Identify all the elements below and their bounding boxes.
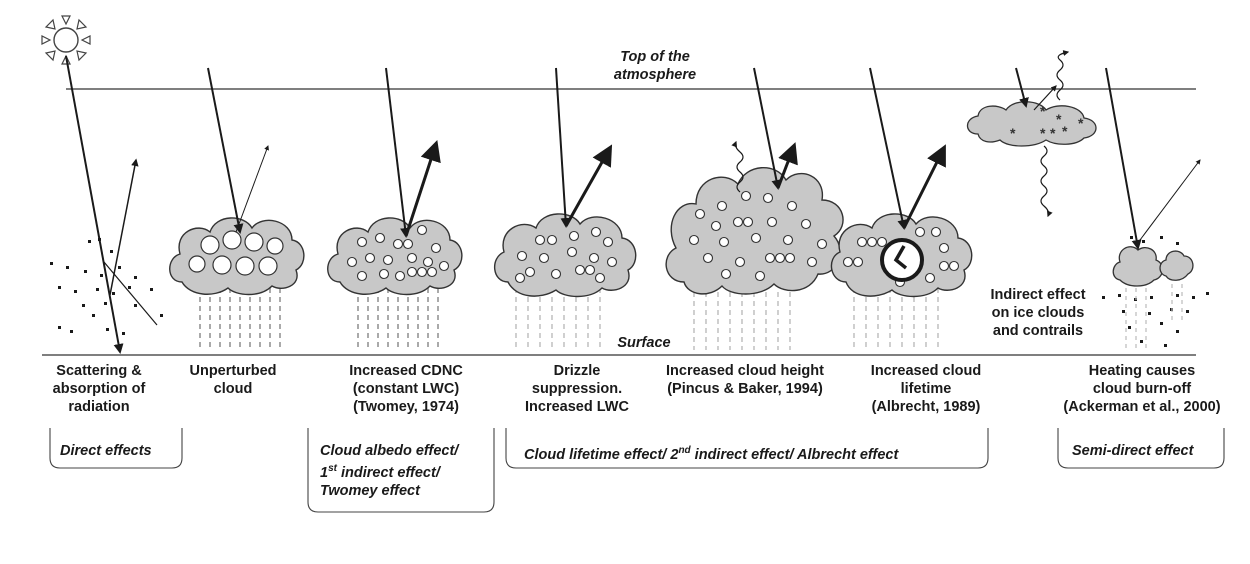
unperturbed-cloud-scene bbox=[169, 67, 305, 350]
sun-icon bbox=[41, 15, 91, 65]
increased-cloud-height-label: Increased cloud height (Pincus & Baker, … bbox=[666, 363, 824, 397]
increased-cdnc-scene bbox=[327, 67, 463, 350]
top-of-atmosphere-label: Top of the atmosphere bbox=[613, 49, 697, 83]
cloud-albedo-category: Cloud albedo effect/ 1st indirect effect… bbox=[320, 443, 459, 499]
reflected-radiation-arrow bbox=[1139, 159, 1201, 241]
cloud-droplets bbox=[514, 226, 618, 284]
increased-cloud-lifetime-label: Increased cloud lifetime (Albrecht, 1989… bbox=[870, 363, 982, 415]
cloud-droplets bbox=[688, 190, 828, 282]
svg-text:*: * bbox=[1056, 111, 1062, 127]
aerosol-particles bbox=[1102, 236, 1209, 347]
cloud bbox=[966, 101, 1097, 147]
semi-direct-scene bbox=[1102, 67, 1209, 350]
rain-streaks bbox=[853, 288, 939, 350]
scattering-label: Scattering & absorption of radiation bbox=[52, 363, 146, 415]
aerosol-particles bbox=[50, 238, 163, 335]
reflected-radiation-arrow bbox=[902, 144, 946, 229]
ice-cloud-scene: * ** * * * * bbox=[966, 50, 1097, 218]
rain-streaks bbox=[693, 292, 791, 350]
increased-cdnc-label: Increased CDNC (constant LWC) (Twomey, 1… bbox=[349, 363, 463, 415]
incoming-radiation-arrow bbox=[753, 67, 782, 190]
longwave-emission-arrow bbox=[731, 140, 744, 193]
svg-text:*: * bbox=[1040, 125, 1046, 141]
direct-effect-scene bbox=[50, 55, 163, 354]
svg-text:*: * bbox=[1040, 103, 1046, 119]
cloud-droplets bbox=[346, 224, 450, 282]
svg-text:*: * bbox=[1010, 125, 1016, 141]
cloud bbox=[494, 213, 637, 298]
reflected-radiation-arrow bbox=[404, 140, 441, 237]
svg-text:*: * bbox=[1050, 125, 1056, 141]
reflected-radiation-arrow bbox=[564, 144, 613, 227]
cloud bbox=[169, 217, 305, 296]
cloud bbox=[1112, 246, 1194, 287]
cloud-albedo-bracket bbox=[307, 428, 495, 513]
drizzle-suppression-label: Drizzle suppression. Increased LWC bbox=[525, 363, 629, 415]
scattered-radiation-arrow bbox=[103, 261, 158, 326]
scattered-radiation-arrow bbox=[109, 158, 139, 296]
heating-burn-off-label: Heating causes cloud burn-off (Ackerman … bbox=[1063, 363, 1221, 415]
semi-direct-category: Semi-direct effect bbox=[1072, 443, 1194, 459]
reflected-radiation-arrow bbox=[776, 142, 798, 189]
incoming-radiation-arrow bbox=[555, 67, 571, 228]
svg-text:*: * bbox=[1062, 123, 1068, 139]
semi-direct-bracket bbox=[1057, 428, 1225, 469]
surface-label: Surface bbox=[617, 335, 671, 351]
cloud-droplets bbox=[188, 230, 284, 276]
reflected-radiation-arrow bbox=[1033, 85, 1057, 111]
incoming-radiation-arrow bbox=[207, 67, 244, 234]
incoming-radiation-arrow bbox=[65, 55, 124, 354]
rain-streaks bbox=[515, 288, 601, 350]
direct-effects-bracket bbox=[49, 428, 183, 469]
clock-icon bbox=[880, 238, 924, 282]
cloud bbox=[665, 166, 844, 295]
cloud bbox=[327, 217, 463, 296]
unperturbed-cloud-label: Unperturbed cloud bbox=[189, 363, 277, 397]
reflected-radiation-arrow bbox=[235, 145, 269, 233]
increased-cloud-lifetime-scene bbox=[830, 67, 973, 350]
cloud-lifetime-bracket bbox=[505, 428, 989, 469]
drizzle-suppression-scene bbox=[494, 67, 637, 350]
longwave-emission-arrow bbox=[1040, 145, 1053, 218]
category-brackets bbox=[49, 428, 1225, 513]
ice-crystals: * ** * * * * bbox=[1010, 103, 1084, 141]
direct-effects-category: Direct effects bbox=[60, 443, 152, 459]
longwave-emission-arrow bbox=[1056, 50, 1070, 101]
rain-streaks bbox=[199, 288, 281, 350]
svg-text:*: * bbox=[1078, 115, 1084, 131]
incoming-radiation-arrow bbox=[1105, 67, 1142, 250]
rain-streaks bbox=[1125, 284, 1183, 350]
incoming-radiation-arrow bbox=[385, 67, 411, 238]
incoming-radiation-arrow bbox=[869, 67, 908, 230]
rain-streaks bbox=[357, 288, 439, 350]
ice-cloud-label: Indirect effect on ice clouds and contra… bbox=[990, 287, 1086, 339]
cloud-lifetime-category: Cloud lifetime effect/ 2nd indirect effe… bbox=[524, 445, 899, 463]
increased-cloud-height-scene bbox=[665, 67, 844, 350]
incoming-radiation-arrow bbox=[1015, 67, 1029, 108]
